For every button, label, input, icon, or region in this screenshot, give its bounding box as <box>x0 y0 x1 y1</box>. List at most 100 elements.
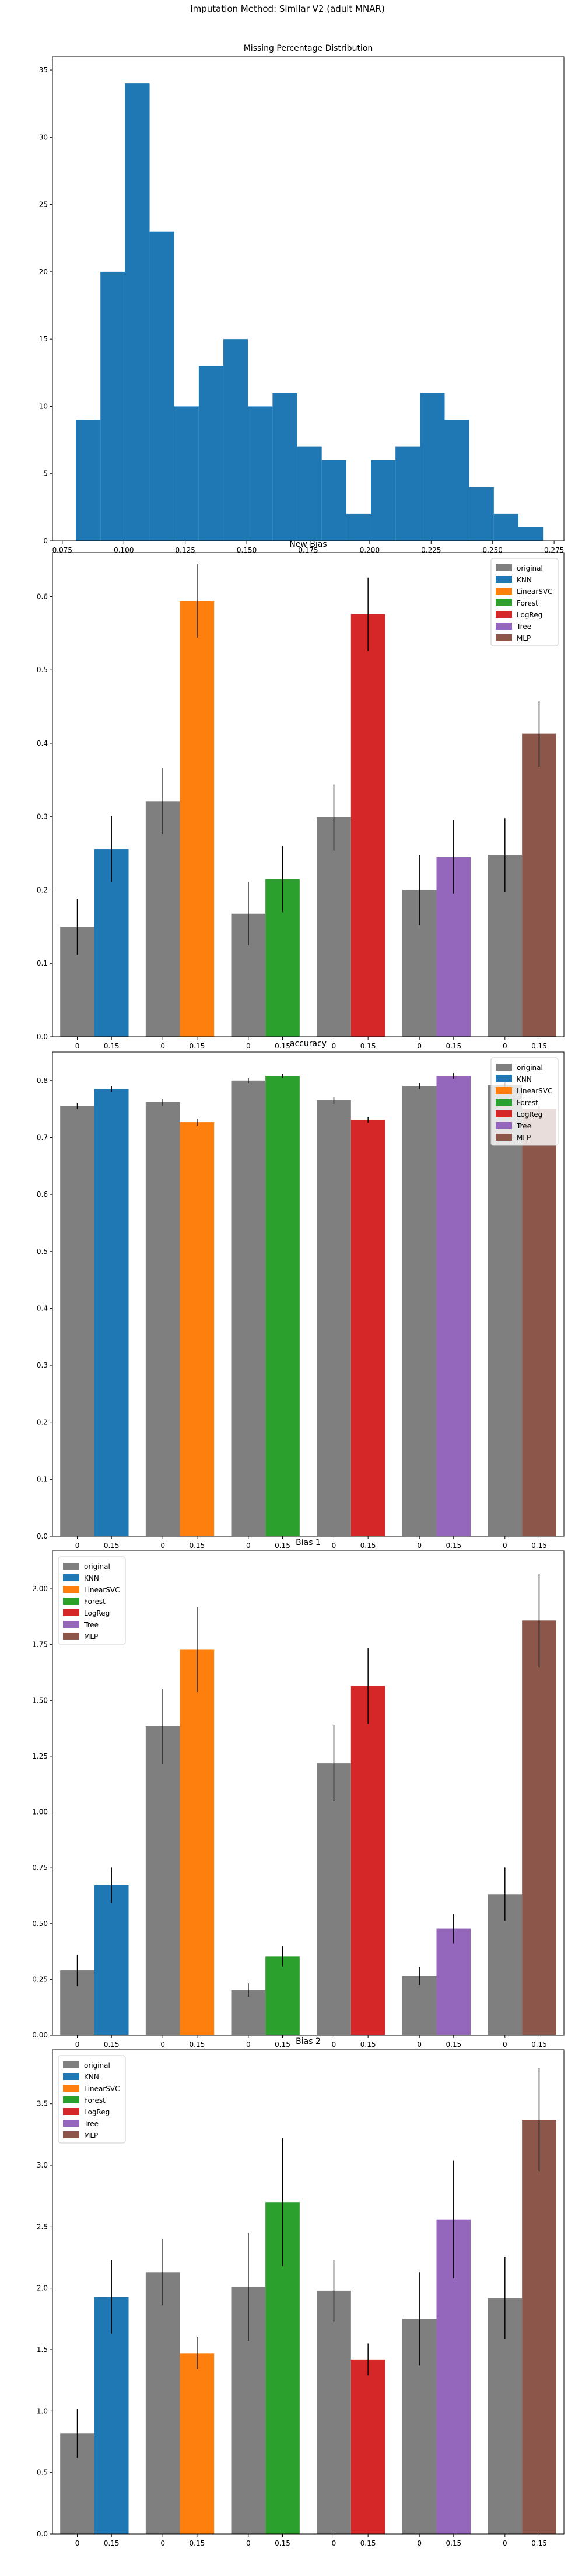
x-tick-label: 0.15 <box>531 1542 547 1550</box>
x-tick-label: 0 <box>332 1542 336 1550</box>
histogram-bar-10 <box>321 460 346 541</box>
histogram-panel: Missing Percentage Distribution 0 5 10 15 20 2… <box>39 44 565 554</box>
x-tick-label: 0.15 <box>189 1542 205 1550</box>
bar-logreg-3 <box>350 1686 385 2035</box>
x-tick-label: 0 <box>417 2040 422 2049</box>
y-tick-label-6: 0.6 <box>37 1190 48 1198</box>
y-tick-label-2: 0.2 <box>37 1418 48 1427</box>
x-tick-label: 0.15 <box>360 2539 376 2547</box>
legend-swatch-knn <box>496 1075 512 1082</box>
legend-label-forest: Forest <box>517 1099 538 1107</box>
x-tick-label: 0 <box>332 2539 336 2547</box>
x-tick-label: 0.15 <box>446 1542 461 1550</box>
histogram-bar-7 <box>248 406 273 541</box>
x-tick-label-6: 0.225 <box>421 546 441 554</box>
y-tick-label-4: 20 <box>39 268 48 276</box>
y-tick-label-0: 0.0 <box>37 1033 48 1041</box>
x-tick-label: 0.15 <box>446 2539 461 2547</box>
histogram-bar-4 <box>174 406 199 541</box>
bar-panel-3: Bias 1 0 0.15 0 0.15 0 0.15 0 0.15 0 0.15 0 0.15 0.00… <box>32 1538 565 2049</box>
x-tick-label: 0.15 <box>104 2539 120 2547</box>
legend-label-linearsvc: LinearSVC <box>84 1586 120 1594</box>
y-tick-label-4: 2.0 <box>37 2284 48 2292</box>
x-tick-label: 0 <box>417 1542 422 1550</box>
legend-label-tree: Tree <box>516 1122 531 1130</box>
x-tick-label: 0 <box>503 1542 507 1550</box>
legend-swatch-logreg <box>496 611 512 618</box>
legend-swatch-mlp <box>496 1134 512 1141</box>
legend-swatch-forest <box>63 2096 79 2103</box>
legend-label-mlp: MLP <box>84 1633 98 1641</box>
x-tick-label: 0 <box>75 2539 80 2547</box>
x-tick-label: 0.15 <box>360 1542 376 1550</box>
x-tick-label: 0 <box>503 1042 507 1050</box>
bar-original-4 <box>402 1086 437 1536</box>
legend-label-knn: KNN <box>84 1574 99 1582</box>
bar-tree-4 <box>436 1928 471 2035</box>
y-tick-label-3: 0.75 <box>32 1864 48 1872</box>
histogram-bar-3 <box>149 231 174 541</box>
legend-label-forest: Forest <box>84 1598 106 1606</box>
x-tick-label: 0.15 <box>189 1042 205 1050</box>
bar-chart-frame-2 <box>52 1051 565 1537</box>
bar-original-1 <box>145 1726 180 2035</box>
legend-label-knn: KNN <box>517 576 532 584</box>
y-tick-label-6: 3.0 <box>37 2161 48 2169</box>
legend-swatch-linearsvc <box>63 2085 79 2092</box>
bar-original-2 <box>231 1990 266 2035</box>
bar-forest-2 <box>265 1956 300 2035</box>
y-tick-label-5: 1.25 <box>32 1752 48 1760</box>
legend-label-mlp: MLP <box>517 634 531 642</box>
x-tick-label: 0 <box>417 1042 422 1050</box>
x-tick-label: 0.15 <box>446 1042 461 1050</box>
x-tick-label: 0.15 <box>360 2040 376 2049</box>
y-tick-label-8: 0.8 <box>37 1076 48 1085</box>
legend-label-tree: Tree <box>516 623 531 631</box>
histogram-bar-8 <box>272 393 297 541</box>
bar-mlp-5 <box>522 733 556 1037</box>
x-tick-label-2: 0.125 <box>176 546 195 554</box>
legend-label-logreg: LogReg <box>517 611 542 619</box>
legend-swatch-logreg <box>496 1110 512 1117</box>
legend-3: original KNN LinearSVC Forest LogReg Tree MLP <box>58 1556 126 1645</box>
x-tick-label: 0 <box>246 2040 251 2049</box>
legend-swatch-forest <box>496 599 512 606</box>
bar-mlp-5 <box>522 1109 556 1536</box>
x-tick-label: 0.15 <box>104 1542 120 1550</box>
y-tick-label-3: 0.3 <box>37 1361 48 1369</box>
histogram-bar-2 <box>125 83 150 541</box>
legend-label-forest: Forest <box>84 2096 106 2105</box>
y-tick-label-2: 10 <box>39 402 48 410</box>
legend-swatch-linearsvc <box>496 1087 512 1094</box>
bar-knn-0 <box>94 1885 129 2035</box>
legend-swatch-tree <box>496 1122 512 1129</box>
legend-swatch-original <box>496 1064 512 1071</box>
y-tick-label-2: 1.0 <box>37 2407 48 2415</box>
x-tick-label: 0 <box>503 2040 507 2049</box>
x-tick-label: 0 <box>246 1042 251 1050</box>
bar-logreg-3 <box>350 2359 385 2534</box>
y-tick-label-3: 15 <box>39 335 48 343</box>
legend-swatch-linearsvc <box>63 1586 79 1593</box>
legend-swatch-tree <box>63 2120 79 2127</box>
bar-chart-title-1: New Bias <box>289 540 327 549</box>
bar-panel-2: accuracy 0 0.15 0 0.15 0 0.15 0 0.15 0 0.15 0 0.15 0.… <box>37 1039 565 1550</box>
legend-label-forest: Forest <box>517 599 538 607</box>
x-tick-label: 0 <box>246 2539 251 2547</box>
x-tick-label: 0.15 <box>360 1042 376 1050</box>
histogram-bar-13 <box>395 446 420 541</box>
x-tick-label: 0 <box>75 2040 80 2049</box>
histogram-bar-9 <box>297 446 322 541</box>
bar-original-2 <box>231 1080 266 1536</box>
legend-swatch-knn <box>63 1574 79 1581</box>
x-tick-label: 0.15 <box>446 2040 461 2049</box>
bar-original-3 <box>317 1763 351 2035</box>
histogram-bar-5 <box>198 366 224 541</box>
y-tick-label-8: 2.00 <box>32 1585 48 1593</box>
legend-swatch-linearsvc <box>496 588 512 595</box>
y-tick-label-6: 0.6 <box>37 592 48 600</box>
legend-label-linearsvc: LinearSVC <box>517 1087 553 1095</box>
x-tick-label: 0.15 <box>531 1042 547 1050</box>
x-tick-label: 0 <box>160 2539 165 2547</box>
